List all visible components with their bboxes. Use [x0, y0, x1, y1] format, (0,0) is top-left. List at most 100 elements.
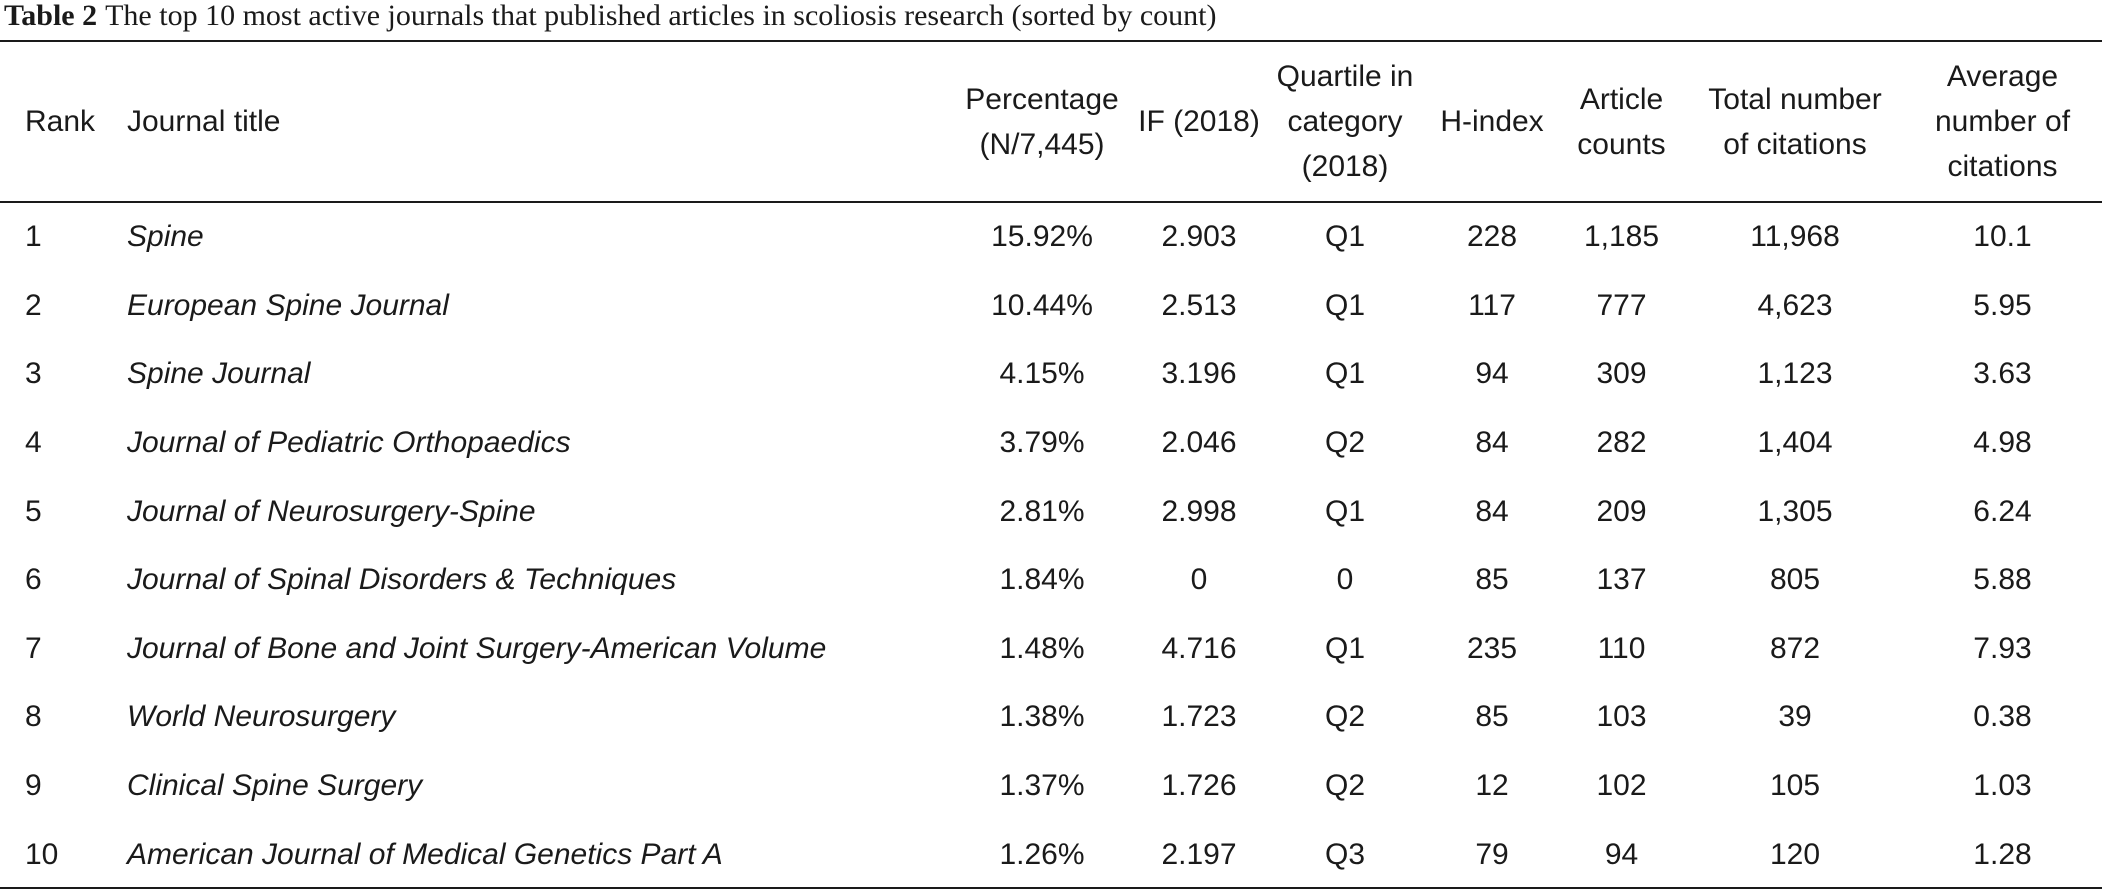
cell-rank: 2: [25, 288, 42, 322]
cell-average-citations: 6.24: [1973, 494, 2032, 528]
cell-rank: 5: [25, 494, 42, 528]
cell-average-citations: 7.93: [1973, 631, 2032, 665]
table-bottom-rule: [0, 887, 2102, 889]
cell-journal-title: Spine Journal: [127, 357, 311, 391]
cell-if: 1.726: [1161, 769, 1237, 803]
cell-quartile: 0: [1336, 563, 1354, 597]
cell-journal-title: Journal of Bone and Joint Surgery-Americ…: [127, 631, 827, 665]
cell-average-citations: 0.38: [1973, 700, 2032, 734]
cell-if: 2.046: [1161, 426, 1237, 460]
cell-total-citations: 4,623: [1757, 288, 1833, 322]
cell-total-citations: 11,968: [1750, 220, 1840, 254]
cell-h-index: 79: [1475, 837, 1509, 871]
cell-article-counts: 110: [1597, 631, 1646, 665]
cell-percentage: 1.26%: [999, 837, 1085, 871]
cell-h-index: 84: [1475, 426, 1509, 460]
header-journal-title: Journal title: [127, 105, 281, 138]
cell-quartile: Q1: [1324, 288, 1366, 322]
table-row: 2 European Spine Journal 10.44% 2.513 Q1…: [0, 272, 2102, 341]
cell-h-index: 235: [1466, 631, 1518, 665]
cell-average-citations: 1.28: [1973, 837, 2032, 871]
header-total-citations: Total number of citations: [1708, 82, 1882, 161]
cell-if: 3.196: [1161, 357, 1237, 391]
cell-h-index: 228: [1466, 220, 1518, 254]
header-percentage: Percentage (N/7,445): [965, 82, 1119, 161]
table-caption-label: Table 2: [4, 0, 98, 32]
table-row: 4 Journal of Pediatric Orthopaedics 3.79…: [0, 409, 2102, 478]
cell-if: 2.197: [1161, 837, 1237, 871]
table-row: 7 Journal of Bone and Joint Surgery-Amer…: [0, 615, 2102, 684]
cell-total-citations: 1,305: [1757, 494, 1833, 528]
cell-article-counts: 209: [1596, 494, 1647, 528]
journals-table: Rank Journal title Percentage (N/7,445) I…: [0, 42, 2102, 889]
cell-average-citations: 5.88: [1973, 563, 2032, 597]
cell-h-index: 85: [1475, 563, 1509, 597]
cell-h-index: 84: [1475, 494, 1509, 528]
cell-article-counts: 777: [1596, 288, 1647, 322]
table-top-rule: [0, 40, 2102, 42]
cell-article-counts: 282: [1596, 426, 1647, 460]
header-h-index: H-index: [1440, 105, 1544, 138]
cell-h-index: 85: [1475, 700, 1509, 734]
cell-article-counts: 309: [1596, 357, 1647, 391]
cell-total-citations: 1,123: [1757, 357, 1833, 391]
cell-quartile: Q2: [1324, 769, 1366, 803]
cell-h-index: 12: [1475, 769, 1509, 803]
cell-article-counts: 103: [1596, 700, 1647, 734]
cell-if: 1.723: [1161, 700, 1237, 734]
cell-rank: 8: [25, 700, 42, 734]
cell-percentage: 3.79%: [999, 426, 1085, 460]
cell-average-citations: 5.95: [1973, 288, 2032, 322]
cell-rank: 3: [25, 357, 42, 391]
cell-quartile: Q1: [1324, 631, 1366, 665]
cell-journal-title: European Spine Journal: [127, 288, 449, 322]
cell-average-citations: 3.63: [1973, 357, 2032, 391]
cell-journal-title: Clinical Spine Surgery: [127, 769, 423, 803]
cell-if: 2.903: [1161, 220, 1237, 254]
cell-quartile: Q2: [1324, 426, 1366, 460]
cell-quartile: Q1: [1324, 220, 1366, 254]
cell-average-citations: 1.03: [1973, 769, 2032, 803]
cell-average-citations: 10.1: [1973, 220, 2032, 254]
cell-journal-title: Journal of Spinal Disorders & Techniques: [127, 563, 677, 597]
table-header-row: Rank Journal title Percentage (N/7,445) I…: [0, 42, 2102, 201]
cell-total-citations: 872: [1769, 631, 1821, 665]
cell-journal-title: Spine: [127, 220, 204, 254]
cell-if: 2.998: [1161, 494, 1237, 528]
cell-percentage: 4.15%: [999, 357, 1085, 391]
table-header-rule: [0, 201, 2102, 203]
header-quartile: Quartile in category (2018): [1276, 60, 1414, 183]
cell-percentage: 10.44%: [991, 288, 1093, 322]
cell-total-citations: 120: [1769, 837, 1821, 871]
cell-total-citations: 105: [1769, 769, 1821, 803]
cell-journal-title: Journal of Pediatric Orthopaedics: [127, 426, 571, 460]
cell-journal-title: American Journal of Medical Genetics Par…: [127, 837, 723, 871]
header-rank: Rank: [25, 105, 96, 138]
header-article-counts: Article counts: [1577, 82, 1666, 161]
table-caption-text: The top 10 most active journals that pub…: [105, 0, 1217, 32]
table-row: 5 Journal of Neurosurgery-Spine 2.81% 2.…: [0, 477, 2102, 546]
table-caption: Table 2 The top 10 most active journals t…: [4, 0, 1217, 36]
cell-quartile: Q1: [1324, 494, 1366, 528]
cell-rank: 7: [25, 631, 42, 665]
cell-if: 2.513: [1161, 288, 1237, 322]
cell-total-citations: 1,404: [1757, 426, 1833, 460]
cell-article-counts: 102: [1596, 769, 1647, 803]
cell-article-counts: 137: [1596, 563, 1647, 597]
cell-journal-title: World Neurosurgery: [127, 700, 396, 734]
table-row: 10 American Journal of Medical Genetics …: [0, 820, 2102, 889]
cell-h-index: 117: [1468, 288, 1516, 322]
cell-quartile: Q2: [1324, 700, 1366, 734]
header-average-citations: Average number of citations: [1934, 60, 2071, 183]
cell-rank: 6: [25, 563, 42, 597]
header-if-2018: IF (2018): [1138, 105, 1260, 138]
table-row: 6 Journal of Spinal Disorders & Techniqu…: [0, 546, 2102, 615]
cell-average-citations: 4.98: [1973, 426, 2032, 460]
cell-percentage: 1.48%: [999, 631, 1085, 665]
table-row: 1 Spine 15.92% 2.903 Q1 228 1,185 11,968…: [0, 201, 2102, 272]
cell-article-counts: 1,185: [1583, 220, 1660, 254]
cell-percentage: 1.84%: [999, 563, 1085, 597]
table-row: 8 World Neurosurgery 1.38% 1.723 Q2 85 1…: [0, 683, 2102, 752]
cell-rank: 1: [25, 220, 42, 254]
cell-journal-title: Journal of Neurosurgery-Spine: [127, 494, 536, 528]
